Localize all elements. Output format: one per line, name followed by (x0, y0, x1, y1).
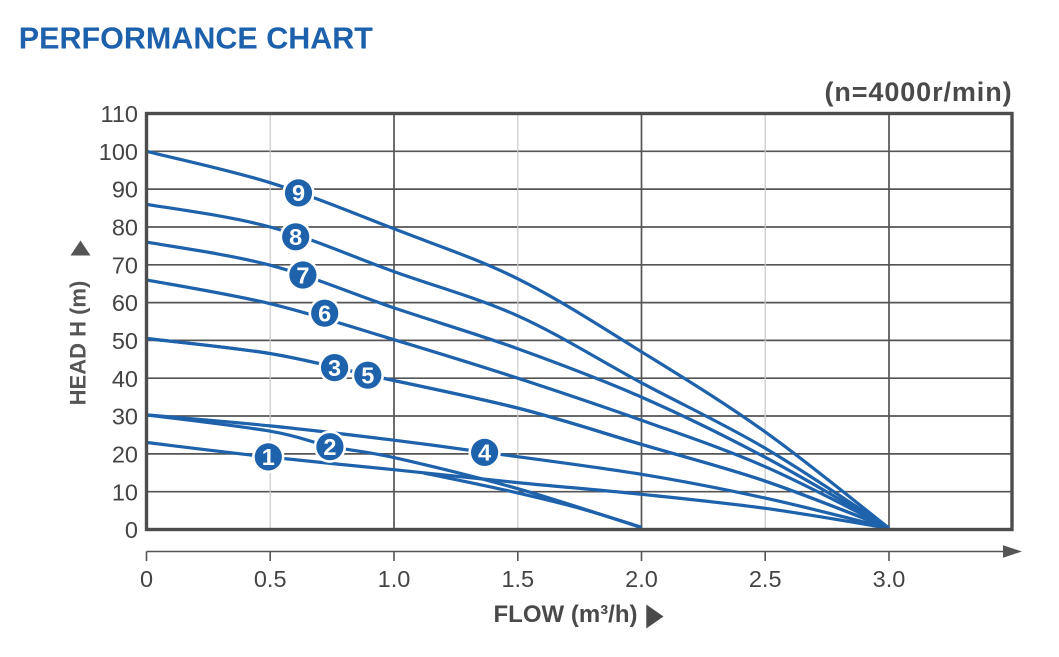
svg-text:110: 110 (101, 101, 138, 127)
svg-text:3.0: 3.0 (873, 566, 906, 592)
svg-text:0: 0 (140, 566, 153, 592)
svg-text:70: 70 (112, 252, 138, 278)
svg-text:20: 20 (112, 442, 138, 468)
svg-text:1: 1 (262, 444, 275, 470)
svg-text:1.0: 1.0 (378, 566, 411, 592)
svg-text:10: 10 (112, 479, 138, 505)
svg-text:FLOW (m³/h): FLOW (m³/h) (494, 601, 638, 628)
svg-text:4: 4 (478, 440, 491, 466)
svg-text:6: 6 (318, 301, 331, 327)
svg-text:60: 60 (112, 290, 138, 316)
svg-text:0.5: 0.5 (254, 566, 287, 592)
svg-text:9: 9 (292, 180, 305, 206)
svg-text:HEAD H (m): HEAD H (m) (66, 281, 91, 406)
svg-text:80: 80 (112, 215, 138, 241)
svg-text:7: 7 (296, 262, 309, 288)
svg-text:90: 90 (112, 177, 138, 203)
svg-text:1.5: 1.5 (501, 566, 534, 592)
svg-text:40: 40 (112, 366, 138, 392)
svg-text:2: 2 (323, 434, 336, 460)
svg-text:30: 30 (112, 404, 138, 430)
svg-text:3: 3 (328, 355, 341, 381)
svg-text:0: 0 (125, 517, 138, 543)
svg-text:5: 5 (361, 363, 374, 389)
svg-text:50: 50 (112, 328, 138, 354)
svg-text:2.5: 2.5 (749, 566, 782, 592)
svg-text:100: 100 (99, 139, 138, 165)
svg-text:PERFORMANCE CHART: PERFORMANCE CHART (19, 21, 374, 55)
svg-text:(n=4000r/min): (n=4000r/min) (824, 77, 1012, 107)
svg-text:2.0: 2.0 (625, 566, 658, 592)
svg-text:8: 8 (289, 224, 302, 250)
